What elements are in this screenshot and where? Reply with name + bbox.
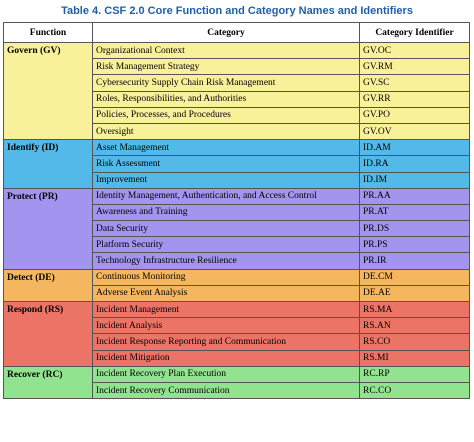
table-row: Roles, Responsibilities, and Authorities… (3, 90, 470, 108)
function-cell: Recover (RC) (3, 365, 93, 400)
function-cell: Identify (ID) (3, 139, 93, 189)
table-row: Technology Infrastructure Resilience PR.I… (3, 252, 470, 270)
header-row: Function Category Category Identifier (3, 22, 470, 43)
identifier-cell: GV.RR (359, 90, 470, 108)
identifier-cell: DE.AE (359, 284, 470, 303)
category-cell: Incident Mitigation (92, 349, 360, 367)
identifier-cell: PR.PS (359, 236, 470, 254)
table-row: Improvement ID.IM (3, 171, 470, 189)
category-cell: Roles, Responsibilities, and Authorities (92, 90, 360, 108)
identifier-cell: PR.DS (359, 220, 470, 238)
table-row: Protect (PR) Identity Management, Authent… (3, 187, 470, 270)
table-row: Identify (ID) Asset Management ID.AM (3, 139, 470, 189)
function-cell: Detect (DE) (3, 268, 93, 303)
table-row: Platform Security PR.PS (3, 236, 470, 254)
category-cell: Cybersecurity Supply Chain Risk Manageme… (92, 74, 360, 92)
table-row: Oversight GV.OV (3, 122, 470, 141)
identifier-cell: PR.AA (359, 187, 470, 205)
table-row: Policies, Processes, and Procedures GV.PO (3, 106, 470, 124)
identifier-cell: RS.CO (359, 333, 470, 351)
table-row: Respond (RS) Incident Management RS.MA (3, 300, 470, 367)
category-cell: Incident Response Reporting and Communic… (92, 333, 360, 351)
csf-core-table: Function Category Category Identifier Go… (3, 22, 470, 400)
category-cell: Platform Security (92, 236, 360, 254)
category-cell: Risk Assessment (92, 155, 360, 173)
category-cell: Risk Management Strategy (92, 58, 360, 76)
table-caption: Table 4. CSF 2.0 Core Function and Categ… (61, 5, 413, 17)
identifier-cell: GV.RM (359, 58, 470, 76)
identifier-cell: PR.AT (359, 203, 470, 222)
table-row: Recover (RC) Incident Recovery Plan Execu… (3, 365, 470, 400)
identifier-cell: RS.AN (359, 317, 470, 335)
identifier-cell: ID.IM (359, 171, 470, 189)
identifier-cell: RC.RP (359, 365, 470, 383)
identifier-cell: ID.RA (359, 155, 470, 173)
identifier-cell: GV.OV (359, 122, 470, 141)
table-row: Govern (GV) Organizational Context GV.OC (3, 41, 470, 141)
category-cell: Policies, Processes, and Procedures (92, 106, 360, 124)
category-cell: Asset Management (92, 139, 360, 157)
identifier-cell: GV.OC (359, 41, 470, 60)
table-row: Incident Recovery Communication RC.CO (3, 381, 470, 400)
function-cell: Protect (PR) (3, 187, 93, 270)
table-body: Govern (GV) Organizational Context GV.OC Ri… (3, 41, 470, 400)
category-cell: Oversight (92, 122, 360, 141)
table-row: Adverse Event Analysis DE.AE (3, 284, 470, 303)
table-row: Risk Management Strategy GV.RM (3, 58, 470, 76)
function-column-header: Function (3, 22, 93, 43)
identifier-cell: DE.CM (359, 268, 470, 286)
identifier-cell: ID.AM (359, 139, 470, 157)
category-cell: Identity Management, Authentication, and… (92, 187, 360, 205)
identifier-cell: GV.SC (359, 74, 470, 92)
category-cell: Data Security (92, 220, 360, 238)
category-cell: Incident Recovery Communication (92, 381, 360, 400)
identifier-column-header: Category Identifier (359, 22, 470, 43)
function-cell: Respond (RS) (3, 301, 93, 367)
category-cell: Incident Management (92, 300, 360, 319)
table-row: Incident Analysis RS.AN (3, 317, 470, 335)
table-row: Risk Assessment ID.RA (3, 155, 470, 173)
category-cell: Incident Analysis (92, 317, 360, 335)
category-cell: Awareness and Training (92, 203, 360, 222)
category-cell: Improvement (92, 171, 360, 189)
function-cell: Govern (GV) (3, 41, 93, 141)
category-column-header: Category (92, 22, 360, 43)
identifier-cell: RC.CO (359, 381, 470, 400)
category-cell: Technology Infrastructure Resilience (92, 252, 360, 270)
category-cell: Incident Recovery Plan Execution (92, 365, 360, 383)
table-row: Cybersecurity Supply Chain Risk Manageme… (3, 74, 470, 92)
category-cell: Continuous Monitoring (92, 268, 360, 286)
table-row: Detect (DE) Continuous Monitoring DE.CM (3, 268, 470, 303)
table-row: Awareness and Training PR.AT (3, 203, 470, 222)
category-cell: Adverse Event Analysis (92, 284, 360, 303)
identifier-cell: PR.IR (359, 252, 470, 270)
identifier-cell: GV.PO (359, 106, 470, 124)
identifier-cell: RS.MI (359, 349, 470, 367)
category-cell: Organizational Context (92, 41, 360, 60)
table-row: Incident Response Reporting and Communic… (3, 333, 470, 351)
identifier-cell: RS.MA (359, 300, 470, 319)
